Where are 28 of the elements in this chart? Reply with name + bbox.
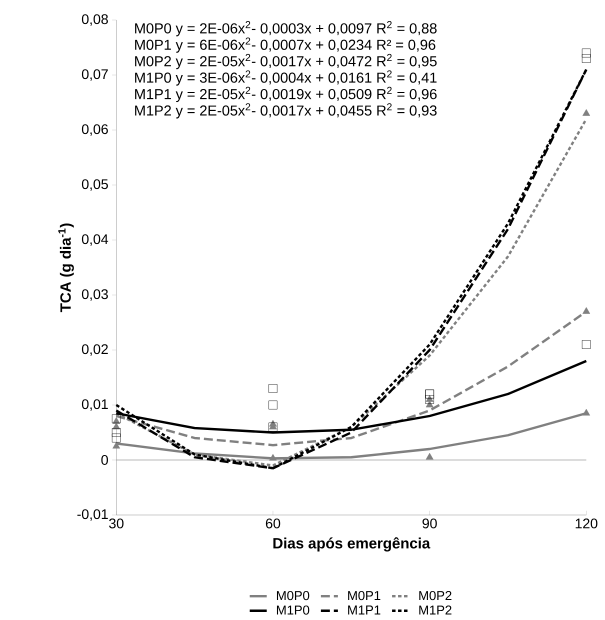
y-tick-label: 0,08 [82, 14, 108, 26]
y-tick-label: 0,03 [82, 289, 108, 301]
y-tick-label: 0,07 [82, 69, 108, 81]
annotation: M1P0 y = 3E-06x$^{2}$- 0,0004x + 0,0161 R$^{2}$ = 0,41 [134, 70, 436, 86]
legend-label: M1P1 [348, 606, 380, 614]
y-tick-label: -0,01 [77, 509, 108, 521]
legend-label: M0P0 [276, 590, 310, 600]
annotation: M0P2 y = 2E-05x$^{2}$- 0,0017x + 0,0472 R$^{2}$ = 0,95 [134, 54, 437, 70]
x-tick-label: 90 [422, 518, 437, 528]
y-tick-label: 0,01 [82, 399, 108, 411]
x-axis-title: Dias após emergência [273, 537, 430, 552]
annotation: M0P1 y = 6E-06x$^{2}$- 0,0007x + 0,0234 R² = 0,96 [134, 37, 436, 53]
y-tick-label: 0,05 [82, 179, 108, 191]
legend-label: M0P1 [348, 590, 380, 600]
y-tick-label: 0,04 [82, 234, 108, 246]
annotation: M1P1 y = 2E-05x$^{2}$- 0,0019x + 0,0509 R$^{2}$ = 0,96 [134, 86, 436, 102]
y-tick-label: 0,06 [82, 124, 108, 136]
y-axis-title: TCA (g dia$^{-1}$) [58, 224, 74, 312]
x-tick-label: 60 [266, 518, 280, 528]
y-tick-label: 0 [101, 455, 108, 465]
legend-label: M0P2 [419, 590, 452, 600]
annotation: M0P0 y = 2E-06x$^{2}$- 0,0003x + 0,0097 R$^{2}$ = 0,88 [134, 21, 436, 36]
annotation: M1P2 y = 2E-05x$^{2}$- 0,0017x + 0,0455 R$^{2}$ = 0,93 [134, 103, 436, 119]
y-tick-label: 0,02 [82, 344, 108, 356]
legend-label: M1P0 [276, 605, 310, 615]
x-tick-label: 30 [108, 518, 124, 528]
x-tick-label: 120 [576, 518, 598, 528]
legend-label: M1P2 [419, 605, 452, 615]
